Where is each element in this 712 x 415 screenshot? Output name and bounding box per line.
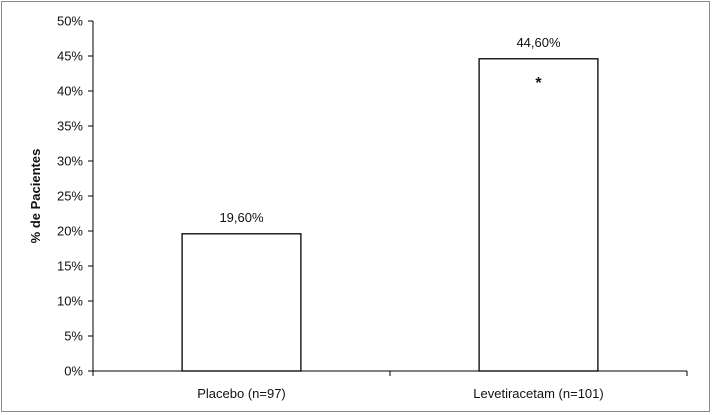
y-tick-label: 30% bbox=[57, 154, 83, 169]
data-label: 19,60% bbox=[219, 210, 264, 225]
y-tick-label: 40% bbox=[57, 84, 83, 99]
y-axis: 0% 5% 10% 15% 20% 25% 30% 35% 40% 45% 50% bbox=[57, 14, 94, 379]
significance-marker: * bbox=[535, 75, 542, 92]
y-tick-label: 15% bbox=[57, 259, 83, 274]
y-tick-label: 35% bbox=[57, 119, 83, 134]
y-tick-label: 20% bbox=[57, 224, 83, 239]
x-tick-label: Placebo (n=97) bbox=[197, 386, 286, 401]
bar bbox=[181, 233, 302, 372]
y-axis-title: % de Pacientes bbox=[28, 149, 43, 244]
y-tick-label: 50% bbox=[57, 14, 83, 29]
y-tick-label: 10% bbox=[57, 294, 83, 309]
y-tick-label: 45% bbox=[57, 49, 83, 64]
y-tick-label: 0% bbox=[64, 364, 83, 379]
data-label: 44,60% bbox=[516, 35, 561, 50]
bar bbox=[478, 58, 599, 372]
y-tick-label: 25% bbox=[57, 189, 83, 204]
x-tick-label: Levetiracetam (n=101) bbox=[473, 386, 603, 401]
data-labels: 19,60% 44,60% * bbox=[219, 35, 561, 225]
bars bbox=[181, 58, 599, 372]
y-tick-label: 5% bbox=[64, 329, 83, 344]
